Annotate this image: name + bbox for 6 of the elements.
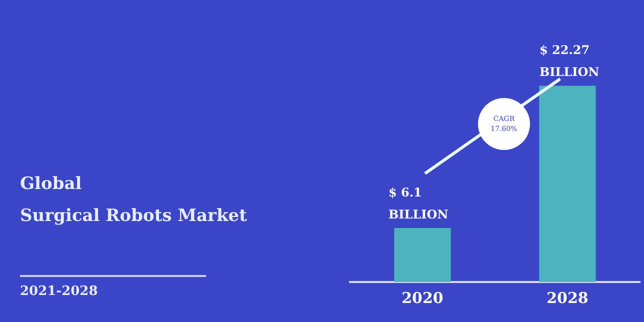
data-label: $ 6.1 BILLION <box>388 185 448 222</box>
text: Global Surgical Robots Market <box>20 173 247 228</box>
x-tick-label: 2020 <box>402 288 444 307</box>
text: 2021-2028 <box>20 284 98 299</box>
data-label: $ 22.27 BILLION <box>540 43 600 80</box>
x-tick-label: 2028 <box>546 288 588 307</box>
